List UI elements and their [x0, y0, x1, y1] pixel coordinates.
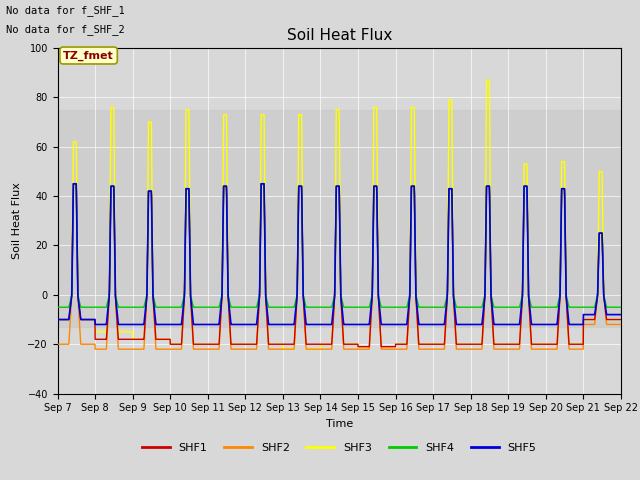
Legend: SHF1, SHF2, SHF3, SHF4, SHF5: SHF1, SHF2, SHF3, SHF4, SHF5	[138, 438, 541, 457]
Title: Soil Heat Flux: Soil Heat Flux	[287, 28, 392, 43]
Text: No data for f_SHF_1: No data for f_SHF_1	[6, 5, 125, 16]
Text: No data for f_SHF_2: No data for f_SHF_2	[6, 24, 125, 35]
Text: TZ_fmet: TZ_fmet	[63, 50, 114, 60]
X-axis label: Time: Time	[326, 419, 353, 429]
Bar	[58, 110, 621, 327]
Y-axis label: Soil Heat Flux: Soil Heat Flux	[12, 182, 22, 259]
